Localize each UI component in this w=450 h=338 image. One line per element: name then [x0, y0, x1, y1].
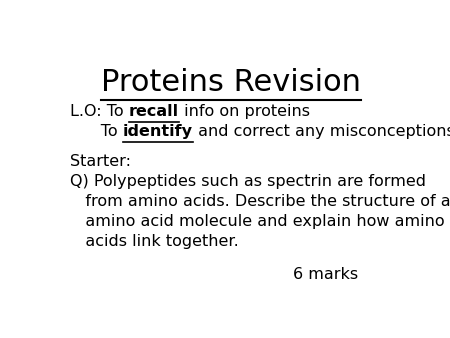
Text: and correct any misconceptions: and correct any misconceptions — [193, 124, 450, 139]
Text: Proteins Revision: Proteins Revision — [101, 68, 360, 97]
Text: To: To — [70, 124, 123, 139]
Text: identify: identify — [123, 124, 193, 139]
Text: from amino acids. Describe the structure of an: from amino acids. Describe the structure… — [70, 194, 450, 209]
Text: 6 marks: 6 marks — [293, 267, 359, 282]
Text: recall: recall — [129, 104, 179, 119]
Text: amino acid molecule and explain how amino: amino acid molecule and explain how amin… — [70, 214, 445, 229]
Text: info on proteins: info on proteins — [179, 104, 310, 119]
Text: Starter:: Starter: — [70, 154, 131, 169]
Text: acids link together.: acids link together. — [70, 234, 239, 249]
Text: Q) Polypeptides such as spectrin are formed: Q) Polypeptides such as spectrin are for… — [70, 174, 426, 189]
Text: L.O: To: L.O: To — [70, 104, 129, 119]
